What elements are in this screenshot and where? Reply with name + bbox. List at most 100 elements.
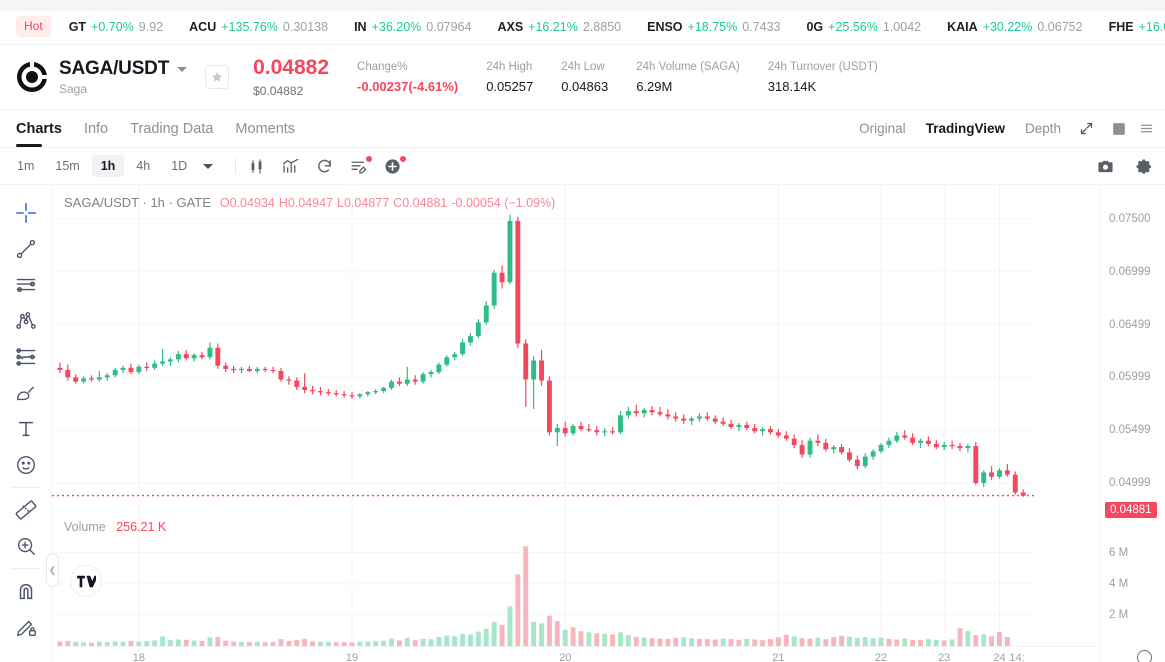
header-stat: Change% -0.00237(-4.61%) — [357, 61, 458, 94]
toolbar-divider — [235, 158, 237, 174]
ticker-change: +18.75% — [687, 19, 738, 34]
chart-legend: SAGA/USDT · 1h · GATE O0.04934 H0.04947 … — [64, 195, 559, 210]
ticker-price: 9.92 — [138, 19, 164, 34]
timeframe-dropdown-icon[interactable] — [203, 163, 214, 169]
ticker-symbol: AXS — [497, 19, 524, 34]
hot-badge: Hot — [16, 16, 51, 37]
stat-label: Change% — [357, 60, 408, 73]
view-tab-depth[interactable]: Depth — [1024, 121, 1061, 136]
header-stat: 24h Volume (SAGA) 6.29M — [636, 61, 740, 94]
tradingview-logo-icon[interactable] — [70, 565, 102, 597]
ticker-item[interactable]: ACU +135.76% 0.30138 — [189, 20, 328, 34]
volume-axis-tick: 4 M — [1109, 577, 1129, 590]
screenshot-camera-icon[interactable] — [1097, 158, 1114, 175]
ohlc-change: -0.00054 (−1.09%) — [451, 196, 556, 210]
ticker-change: +36.20% — [371, 19, 422, 34]
fib-retracement-tool-icon[interactable] — [15, 339, 37, 375]
ticker-change: +0.70% — [91, 19, 134, 34]
magnet-icon[interactable] — [15, 573, 37, 609]
measure-ruler-icon[interactable] — [15, 492, 37, 528]
text-tool-icon[interactable] — [15, 411, 37, 447]
ticker-price: 1.0042 — [882, 19, 922, 34]
volume-axis-tick: 2 M — [1109, 608, 1129, 621]
time-axis-tick: 20 — [559, 652, 572, 662]
time-axis-tick: 21 — [772, 652, 785, 662]
ticker-symbol: GT — [68, 19, 87, 34]
stat-value: 318.14K — [767, 78, 817, 94]
settings-gear-icon[interactable] — [1136, 158, 1153, 175]
clock-icon[interactable] — [1137, 650, 1152, 662]
fullscreen-expand-icon[interactable] — [1079, 121, 1094, 136]
price-axis-tick: 0.04999 — [1109, 477, 1151, 490]
stat-value: 0.04863 — [561, 78, 609, 94]
pitchfork-tool-icon[interactable] — [15, 303, 37, 339]
candlestick-type-icon[interactable] — [248, 158, 265, 175]
ticker-change: +16.09% — [1138, 19, 1165, 34]
horizontal-lines-tool-icon[interactable] — [15, 267, 37, 303]
time-axis[interactable]: 18 19 20 21 22 23 24 14: — [52, 646, 1152, 662]
price-axis-tick: 0.06999 — [1109, 265, 1151, 278]
add-indicator-icon[interactable] — [384, 155, 407, 175]
star-icon — [212, 72, 223, 82]
timeframe-1D[interactable]: 1D — [171, 159, 188, 173]
chart-plot[interactable]: SAGA/USDT · 1h · GATE O0.04934 H0.04947 … — [46, 185, 1165, 662]
price-axis-tick: 0.05499 — [1109, 424, 1151, 437]
timeframe-1m[interactable]: 1m — [17, 159, 35, 173]
view-tab-tradingview[interactable]: TradingView — [925, 121, 1005, 136]
ticker-item[interactable]: GT +0.70% 9.92 — [69, 20, 163, 34]
time-axis-tick: 14: — [1009, 652, 1025, 662]
view-tab-original[interactable]: Original — [859, 121, 906, 136]
zoom-in-icon[interactable] — [15, 528, 37, 564]
ticker-item[interactable]: ENSO +18.75% 0.7433 — [647, 20, 780, 34]
favorite-star-button[interactable] — [205, 65, 230, 89]
price-axis[interactable]: 0.07500 0.06999 0.06499 0.05999 0.05499 0.049… — [1100, 185, 1165, 662]
price-axis-tick: 0.07500 — [1109, 212, 1151, 225]
last-price: 0.04882 — [253, 56, 330, 80]
ticker-item[interactable]: KAIA +30.22% 0.06752 — [947, 20, 1082, 34]
timeframe-4h[interactable]: 4h — [136, 159, 151, 173]
volume-axis-tick: 6 M — [1109, 546, 1129, 559]
price-axis-tick: 0.05999 — [1109, 371, 1151, 384]
layout-square-icon[interactable] — [1112, 122, 1126, 136]
chart-scroll-handle[interactable]: ❮ — [46, 553, 59, 587]
last-price-block: 0.04882 $0.04882 — [253, 56, 329, 97]
tab-charts[interactable]: Charts — [16, 110, 62, 147]
ohlc-open: O0.04934 — [219, 196, 275, 210]
tab-info[interactable]: Info — [83, 120, 109, 137]
emoji-tool-icon[interactable] — [15, 447, 37, 483]
crosshair-tool-icon[interactable] — [15, 195, 37, 231]
hot-ticker-bar: Hot GT +0.70% 9.92 ACU +135.76% 0.30138 IN +36.… — [0, 0, 1165, 45]
coin-name: Saga — [59, 82, 88, 96]
timeframe-1h[interactable]: 1h — [91, 155, 125, 177]
refresh-icon[interactable] — [316, 158, 333, 175]
navigation-tabs-row: Charts Info Trading Data Moments Original Tr… — [0, 110, 1165, 148]
ticker-item[interactable]: AXS +16.21% 2.8850 — [497, 20, 621, 34]
drawing-lock-icon[interactable] — [15, 609, 37, 645]
chevron-down-icon[interactable] — [177, 66, 188, 72]
time-axis-tick: 19 — [345, 652, 359, 662]
brush-tool-icon[interactable] — [15, 375, 37, 411]
menu-hamburger-icon[interactable] — [1140, 122, 1153, 135]
tab-trading-data[interactable]: Trading Data — [130, 120, 214, 137]
timeframe-15m[interactable]: 15m — [55, 159, 80, 173]
stat-value: 6.29M — [636, 78, 673, 94]
pair-name-block[interactable]: SAGA/USDT Saga — [59, 58, 188, 96]
pair-title: SAGA/USDT — [59, 58, 170, 79]
ticker-item[interactable]: 0G +25.56% 1.0042 — [806, 20, 921, 34]
trend-line-tool-icon[interactable] — [15, 231, 37, 267]
chart-templates-icon[interactable] — [350, 155, 373, 175]
candlestick-canvas[interactable] — [52, 185, 1100, 662]
stat-value: -0.00237(-4.61%) — [357, 78, 459, 94]
time-axis-tick: 18 — [132, 652, 145, 662]
ticker-symbol: ENSO — [647, 19, 683, 34]
ticker-item[interactable]: FHE+16.09%0.14559 — [1109, 20, 1165, 34]
ticker-change: +25.56% — [828, 19, 878, 34]
tab-moments[interactable]: Moments — [235, 120, 296, 137]
chart-area[interactable]: SAGA/USDT · 1h · GATE O0.04934 H0.04947 … — [0, 185, 1165, 662]
indicators-icon[interactable] — [282, 158, 299, 175]
current-price-badge: 0.04881 — [1105, 501, 1157, 518]
saga-coin-logo-icon — [17, 61, 48, 92]
ticker-item[interactable]: IN +36.20% 0.07964 — [354, 20, 471, 34]
chart-toolbar: 1m 15m 1h 4h 1D — [0, 148, 1165, 185]
rail-divider — [11, 487, 40, 488]
